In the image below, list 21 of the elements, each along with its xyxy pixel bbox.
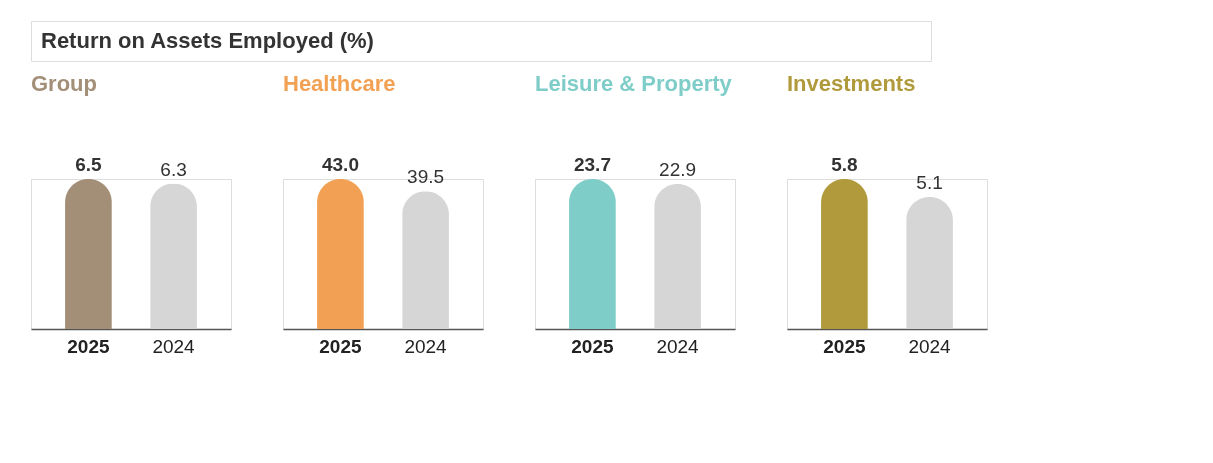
text: Return on Assets Employed (%) [41,28,374,53]
x-tick-label: 2024 [908,335,952,357]
data-label: 5.8 [831,154,858,175]
x-tick-label: 2025 [823,335,867,357]
x-tick-label: 2024 [656,335,700,357]
data-label: 22.9 [659,159,697,181]
chart-title: Healthcare [283,71,396,96]
x-tick-label: 2024 [152,335,196,357]
chart-title: Leisure & Property [535,71,733,96]
data-label: 23.7 [573,154,611,175]
x-tick-label: 2025 [319,335,363,357]
x-tick-label: 2025 [67,335,111,357]
x-tick-label: 2024 [404,335,448,357]
chart-title: Group [31,71,97,96]
data-label: 5.1 [916,172,943,194]
x-tick-label: 2025 [571,335,615,357]
data-label: 6.3 [160,158,187,180]
data-label: 43.0 [321,154,359,175]
data-label: 6.5 [75,154,103,175]
chart-title: Investments [787,71,916,96]
data-label: 39.5 [407,166,445,188]
